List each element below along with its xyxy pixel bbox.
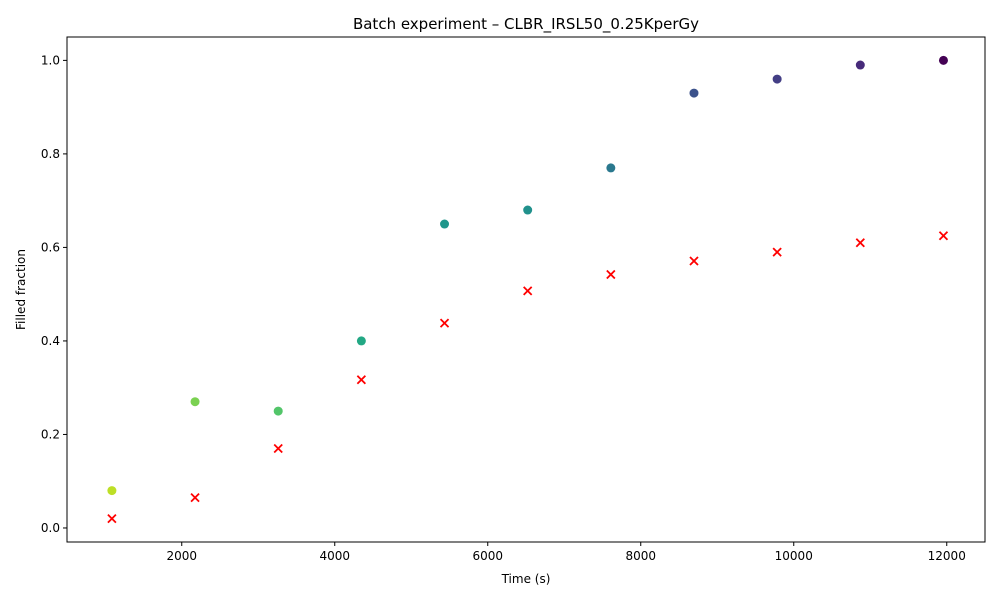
- data-point: [606, 163, 616, 173]
- data-point-x: [689, 256, 699, 266]
- data-point: [273, 406, 283, 416]
- data-point: [107, 486, 117, 496]
- x-axis-ticks: 2000 4000 6000 8000 10000 12000: [166, 542, 966, 563]
- x-tick-label: 4000: [319, 549, 350, 563]
- y-tick-label: 0.0: [41, 521, 60, 535]
- data-point-x: [439, 318, 450, 328]
- data-point: [855, 60, 865, 70]
- x-tick-label: 12000: [928, 549, 966, 563]
- data-point-x: [273, 443, 283, 454]
- data-point: [440, 219, 450, 229]
- data-point-x: [606, 269, 616, 280]
- data-point-x: [855, 238, 865, 248]
- data-point: [689, 88, 699, 98]
- data-point: [523, 205, 533, 215]
- x-axis-label: Time (s): [501, 572, 551, 586]
- chart-title: Batch experiment – CLBR_IRSL50_0.25KperG…: [353, 15, 699, 34]
- data-marks: [107, 55, 949, 524]
- x-tick-label: 6000: [472, 549, 503, 563]
- y-tick-label: 0.6: [41, 240, 60, 254]
- data-point: [356, 336, 366, 346]
- data-point-x: [938, 231, 949, 241]
- data-point: [772, 74, 782, 84]
- y-axis-label: Filled fraction: [14, 249, 28, 330]
- data-point-x: [190, 492, 200, 503]
- data-point-x: [356, 375, 367, 385]
- y-tick-label: 0.2: [41, 427, 60, 441]
- data-point: [938, 55, 948, 65]
- y-tick-label: 0.4: [41, 334, 60, 348]
- y-tick-label: 1.0: [41, 53, 60, 67]
- data-point-x: [772, 247, 782, 257]
- data-point-x: [107, 513, 117, 524]
- y-tick-label: 0.8: [41, 147, 60, 161]
- x-tick-label: 8000: [625, 549, 656, 563]
- data-point-x: [523, 286, 533, 296]
- data-point: [190, 397, 200, 407]
- x-tick-label: 2000: [166, 549, 197, 563]
- x-tick-label: 10000: [775, 549, 813, 563]
- y-axis-ticks: 0.0 0.2 0.4 0.6 0.8 1.0: [41, 53, 67, 535]
